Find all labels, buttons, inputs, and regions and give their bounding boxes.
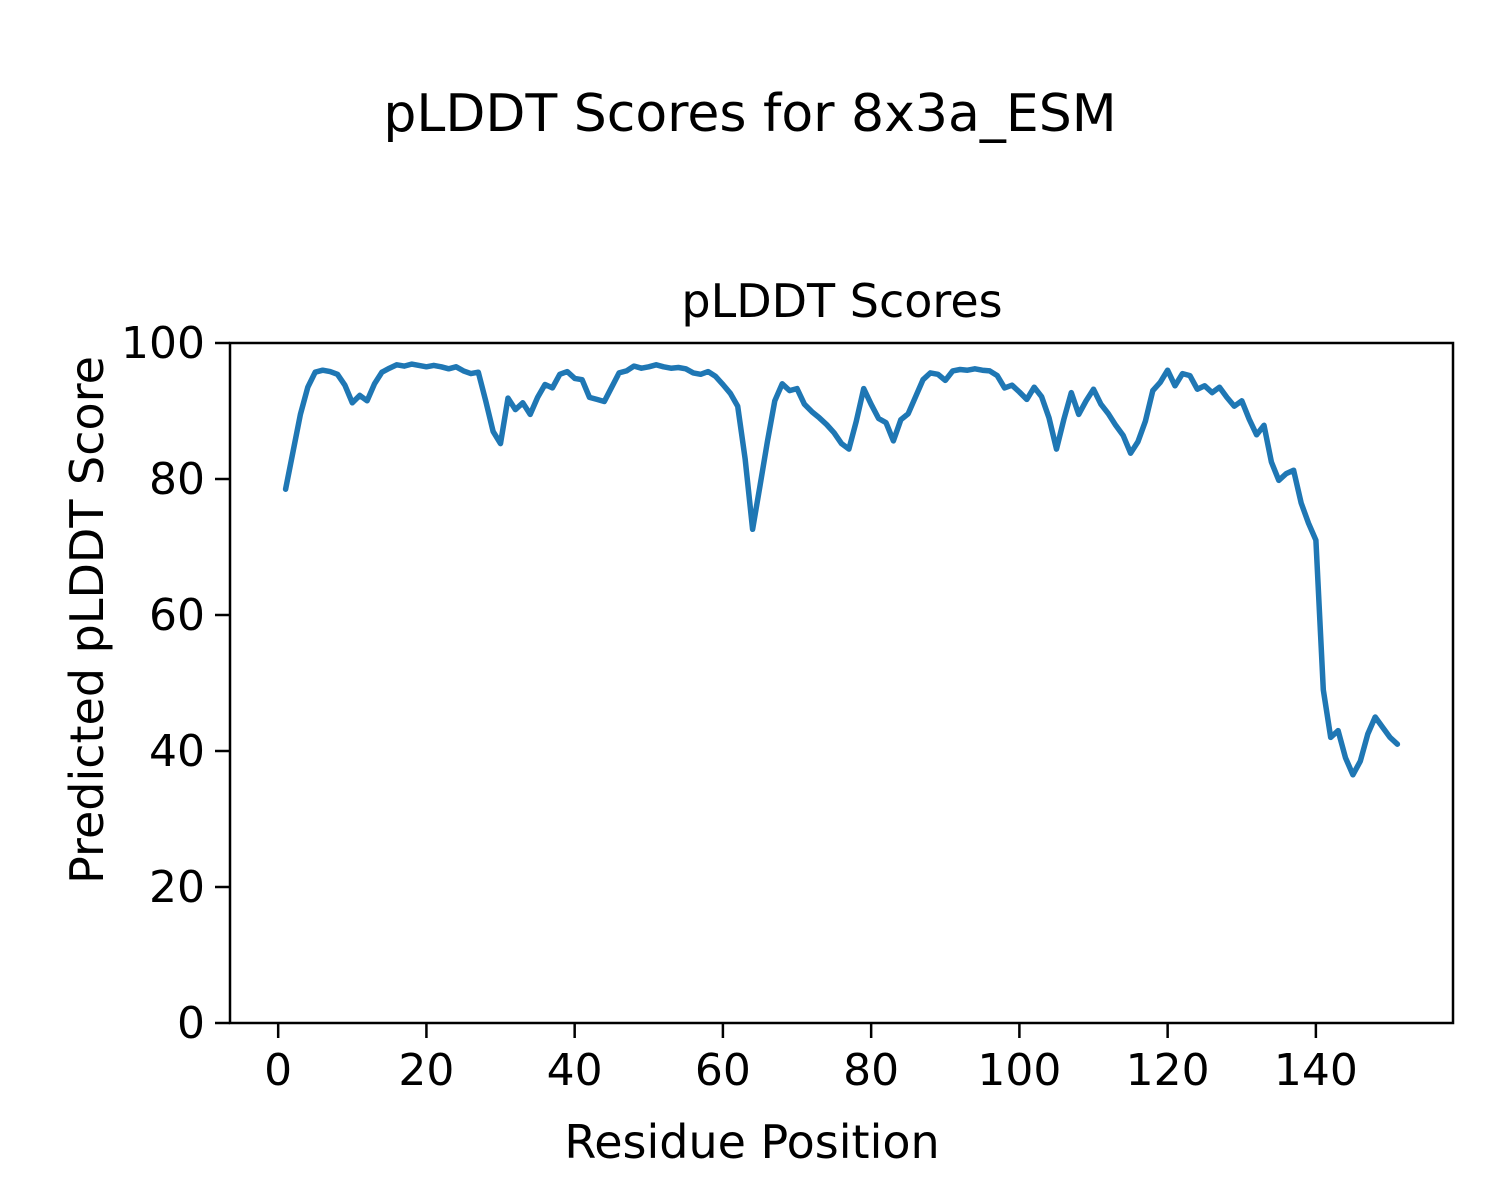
y-tick-label: 100: [121, 318, 205, 369]
y-tick-label: 80: [149, 454, 205, 505]
x-tick-label: 100: [977, 1045, 1061, 1096]
figure-title: pLDDT Scores for 8x3a_ESM: [383, 84, 1116, 144]
x-tick-label: 60: [695, 1045, 751, 1096]
data-line: [282, 361, 1401, 778]
x-tick-label: 120: [1126, 1045, 1210, 1096]
axes-layer: 0 20 40 60 80 100 120 140 0 20 40 60 80 100: [121, 318, 1455, 1096]
x-tick-label: 140: [1274, 1045, 1358, 1096]
y-axis-label: Predicted pLDDT Score: [60, 356, 114, 884]
axes-title: pLDDT Scores: [681, 274, 1002, 328]
x-axis-label: Residue Position: [564, 1115, 939, 1169]
x-tick-label: 0: [264, 1045, 292, 1096]
y-tick-label: 60: [149, 590, 205, 641]
plot-area: [228, 341, 1455, 1025]
y-tick-label: 20: [149, 862, 205, 913]
x-tick-label: 40: [547, 1045, 603, 1096]
y-tick-label: 40: [149, 726, 205, 777]
x-tick-label: 80: [843, 1045, 899, 1096]
y-tick-label: 0: [177, 998, 205, 1049]
x-tick-label: 20: [398, 1045, 454, 1096]
